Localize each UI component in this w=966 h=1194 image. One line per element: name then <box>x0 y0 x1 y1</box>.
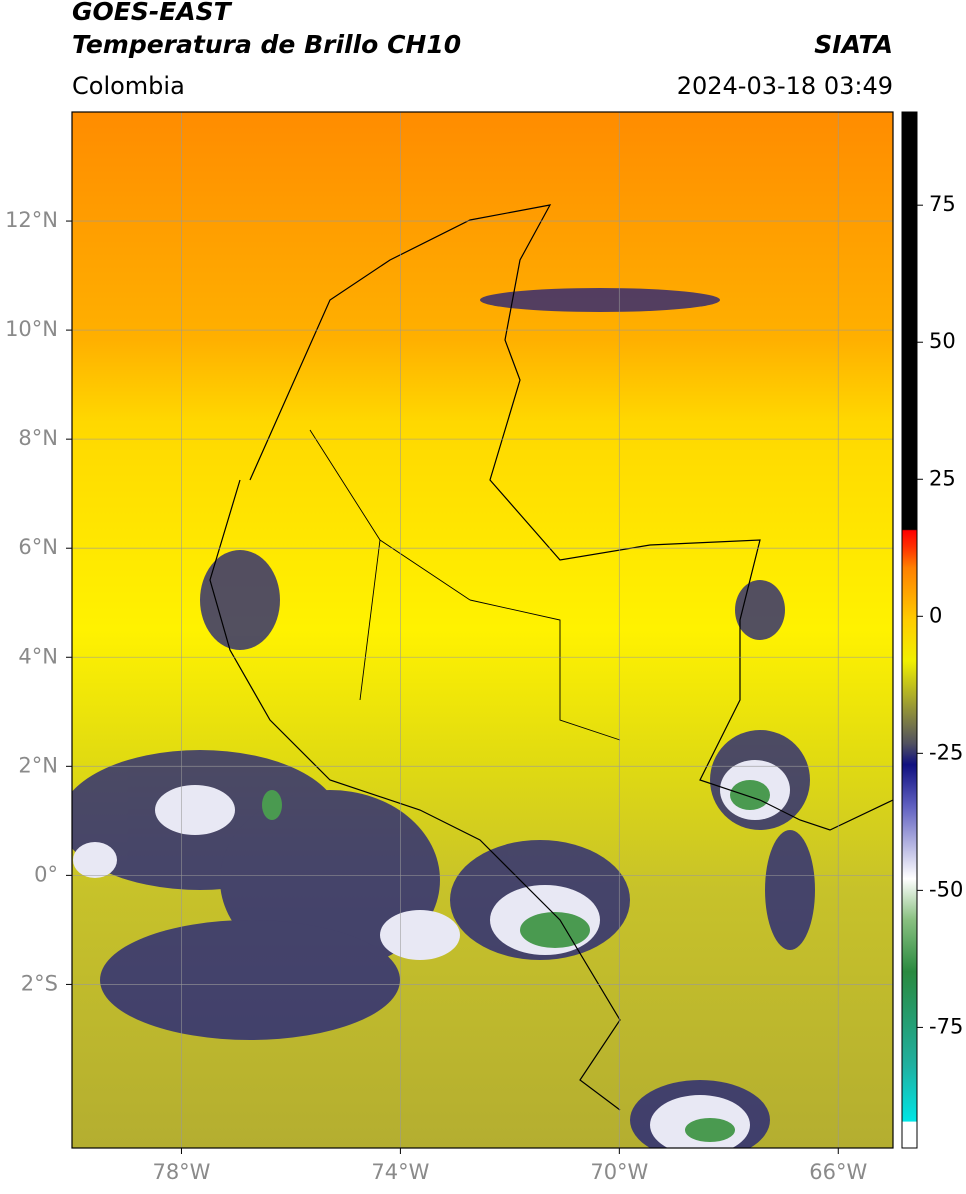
title-line: GOES-EAST <box>72 0 233 26</box>
map-frame <box>71 111 894 1149</box>
lat-label: 0° <box>34 862 58 886</box>
lon-label: 66°W <box>809 1160 867 1184</box>
satellite-image <box>72 112 893 1148</box>
colorbar-label: -25 <box>929 740 963 764</box>
colorbar-label: 75 <box>929 192 956 216</box>
lat-label: 2°S <box>21 971 58 995</box>
lat-label: 8°N <box>18 426 58 450</box>
timestamp: 2024-03-18 03:49 <box>677 72 893 100</box>
lat-label: 10°N <box>5 317 58 341</box>
colorbar-label: 50 <box>929 329 956 353</box>
lon-label: 78°W <box>152 1160 210 1184</box>
colorbar-label: -50 <box>929 877 963 901</box>
lat-label: 6°N <box>18 535 58 559</box>
lat-label: 4°N <box>18 644 58 668</box>
lat-label: 2°N <box>18 753 58 777</box>
colorbar <box>901 111 918 1149</box>
region: Colombia <box>72 72 185 100</box>
title-line: Temperatura de Brillo CH10 <box>72 30 461 59</box>
lon-label: 74°W <box>371 1160 429 1184</box>
colorbar-label: -75 <box>929 1014 963 1038</box>
lat-label: 12°N <box>5 208 58 232</box>
source: SIATA <box>814 30 893 59</box>
colorbar-label: 0 <box>929 603 942 627</box>
colorbar-label: 25 <box>929 466 956 490</box>
lon-label: 70°W <box>590 1160 648 1184</box>
